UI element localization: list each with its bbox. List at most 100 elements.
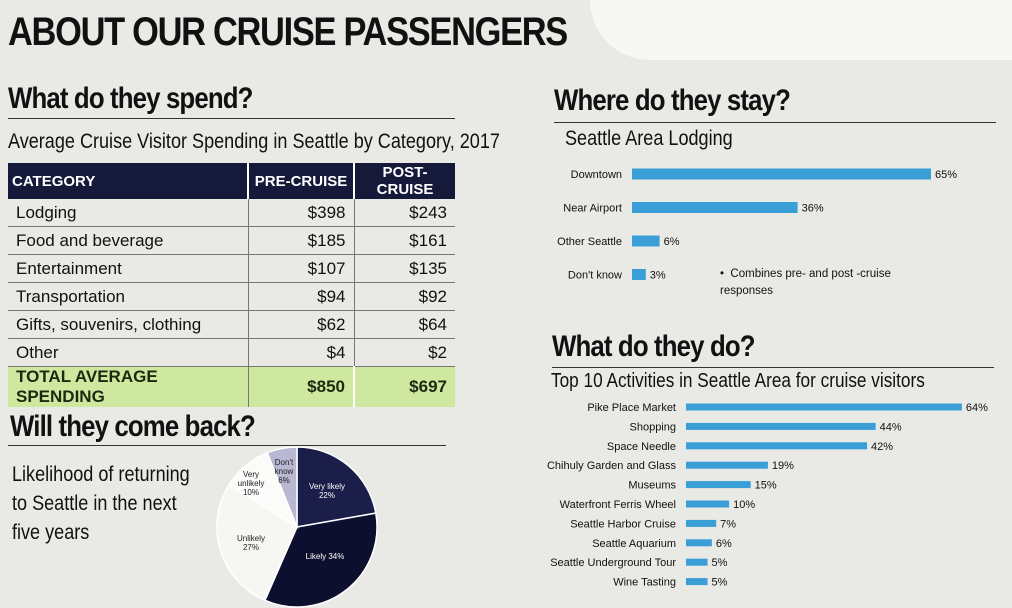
pie-slice-don-t-know [266,446,298,528]
col-category: CATEGORY [8,163,249,199]
bar-label: Waterfront Ferris Wheel [560,499,676,511]
bar [686,519,717,527]
table-row: Gifts, souvenirs, clothing $62 $64 [8,310,455,339]
pie-label-word: unlikely [238,479,265,488]
post-cruise-cell: $2 [354,338,455,367]
bar-value: 3% [650,270,666,282]
bar [686,422,876,430]
pie-label-word: Very [243,470,259,479]
subtitle-line: Likelihood of returning [12,463,190,486]
bar-value: 5% [712,577,728,589]
bar-value: 15% [755,480,777,492]
pie-value: 22% [319,491,335,500]
category-cell: Gifts, souvenirs, clothing [8,310,249,339]
pie-label-word: know [275,467,294,476]
post-cruise-cell: $64 [354,310,455,339]
bar-label: Chihuly Garden and Glass [547,460,677,472]
bar-value: 65% [935,169,957,181]
subtitle-line: to Seattle in the next [12,492,177,515]
category-cell: Other [8,338,249,367]
spend-subtitle: Average Cruise Visitor Spending in Seatt… [8,130,500,153]
pie-value: 10% [243,488,259,497]
bar-label: Museums [628,480,676,492]
bullet: • [720,268,731,280]
bar [686,558,708,566]
bar-label: Seattle Aquarium [592,538,676,550]
category-cell: Entertainment [8,254,249,283]
divider [552,367,994,368]
subtitle-line: five years [12,521,90,544]
bar-label: Don't know [568,270,622,282]
poster-tab-background [590,0,1012,60]
pre-cruise-cell: $4 [248,338,355,367]
bar [632,168,931,180]
total-row: TOTAL AVERAGE SPENDING $850 $697 [8,366,455,407]
divider [8,118,455,119]
table-header: CATEGORY PRE-CRUISE POST-CRUISE [8,163,455,199]
pie-value: 27% [243,543,259,552]
bar-label: Seattle Underground Tour [550,557,676,569]
bar [686,442,868,450]
post-cruise-cell: $92 [354,282,455,311]
bar-label: Wine Tasting [613,577,676,589]
bar-value: 64% [966,402,988,414]
pre-cruise-cell: $398 [248,199,355,227]
bar [632,269,646,280]
pie-value: 34% [326,552,344,561]
pre-cruise-cell: $185 [248,226,355,255]
bar-value: 10% [733,499,755,511]
pie-label-word: Don't [275,458,294,467]
total-post: $697 [354,366,455,407]
bar-label: Near Airport [563,203,622,215]
lodging-chart-title: Seattle Area Lodging [565,127,733,150]
bar [686,500,730,508]
do-heading: What do they do? [552,330,756,363]
bar [686,578,708,586]
stay-heading: Where do they stay? [554,84,791,117]
bar-value: 6% [664,236,680,248]
table-row: Entertainment $107 $135 [8,254,455,283]
bar-value: 6% [716,538,732,550]
col-pre: PRE-CRUISE [248,163,355,199]
table-row: Food and beverage $185 $161 [8,226,455,255]
category-cell: Lodging [8,199,249,227]
pre-cruise-cell: $62 [248,310,355,339]
bar-label: Other Seattle [557,236,622,248]
pie-category: Likely [306,552,326,561]
category-cell: Transportation [8,282,249,311]
bar-value: 5% [712,557,728,569]
bar-label: Space Needle [607,441,676,453]
return-subtitle: Likelihood of returning to Seattle in th… [12,460,190,547]
bar-value: 36% [802,203,824,215]
return-heading: Will they come back? [10,410,256,443]
bar [632,235,660,247]
activities-chart-title: Top 10 Activities in Seattle Area for cr… [551,370,925,392]
bar-label: Downtown [571,169,622,181]
pie-label: Likely 34% [306,552,345,561]
pre-cruise-cell: $107 [248,254,355,283]
col-post: POST-CRUISE [354,163,455,199]
pie-slice-unlikely [216,483,298,602]
poster-title: ABOUT OUR CRUISE PASSENGERS [8,10,568,54]
pie-label: Unlikely [237,534,265,543]
post-cruise-cell: $135 [354,254,455,283]
bar-value: 7% [720,518,736,530]
bar [686,481,751,489]
pie-value: 6% [278,476,290,485]
table-row: Other $4 $2 [8,338,455,367]
category-cell: Food and beverage [8,226,249,255]
divider [554,122,996,123]
bar-label: Seattle Harbor Cruise [570,518,676,530]
pie-slice-very-likely [296,446,377,528]
bar [632,202,798,213]
note-text: Combines pre- and post -cruise responses [720,268,891,297]
divider [8,445,446,446]
table-row: Lodging $398 $243 [8,199,455,227]
bar [686,403,962,411]
bar-value: 19% [772,460,794,472]
bar [686,539,712,547]
lodging-note: • Combines pre- and post -cruise respons… [720,266,920,300]
spend-heading: What do they spend? [8,82,253,115]
bar-label: Shopping [630,421,677,433]
total-label: TOTAL AVERAGE SPENDING [8,366,249,407]
